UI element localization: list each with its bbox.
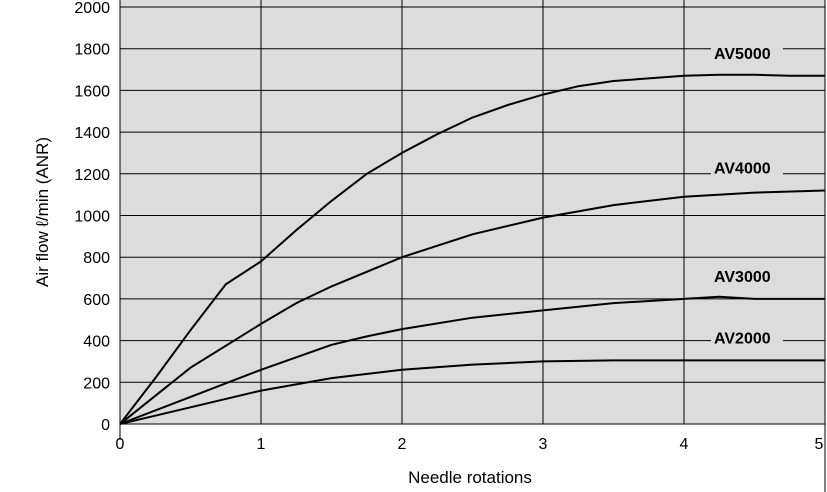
x-tick-label: 1: [257, 436, 266, 453]
y-tick-label: 0: [101, 417, 110, 434]
y-tick-label: 200: [83, 375, 110, 392]
series-line-av4000: [119, 189, 826, 425]
x-tick-label: 2: [398, 436, 407, 453]
series-label-av2000: AV2000: [714, 330, 771, 347]
x-tick-label: 3: [539, 436, 548, 453]
series-label-av5000: AV5000: [714, 46, 771, 63]
series-label-av4000: AV4000: [714, 160, 771, 177]
series-labels: AV5000 AV4000 AV3000 AV2000: [711, 42, 783, 349]
y-axis-title: Air flow ℓ/min (ANR): [33, 137, 52, 287]
series-label-background: [711, 327, 783, 349]
x-axis-title: Needle rotations: [408, 468, 532, 487]
grid: [119, 0, 826, 492]
series-line-av2000: [119, 359, 825, 425]
series-label-background: [711, 42, 783, 64]
y-tick-label: 400: [83, 334, 110, 351]
tick-labels: 0 1 2 3 4 5 0 200 400 600 800 1000 1200 1400 1600 1800 2…: [74, 0, 823, 453]
series-label-background: [711, 157, 783, 179]
y-tick-label: 1200: [74, 167, 110, 184]
y-tick-label: 1400: [74, 125, 110, 142]
series-label-av3000: AV3000: [714, 269, 771, 286]
x-tick-label: 0: [116, 436, 125, 453]
x-tick-label: 4: [680, 436, 689, 453]
y-tick-label: 1600: [74, 83, 110, 100]
series-label-background: [711, 265, 783, 287]
y-tick-label: 1800: [74, 42, 110, 59]
series-line-av5000: [119, 73, 825, 425]
y-tick-label: 2000: [74, 0, 110, 17]
x-tick-label: 5: [815, 436, 824, 453]
series-lines: [119, 73, 826, 425]
y-tick-label: 800: [83, 250, 110, 267]
series-line-av3000: [119, 295, 825, 425]
plot-background: [120, 0, 825, 424]
y-tick-label: 1000: [74, 209, 110, 226]
y-tick-label: 600: [83, 292, 110, 309]
